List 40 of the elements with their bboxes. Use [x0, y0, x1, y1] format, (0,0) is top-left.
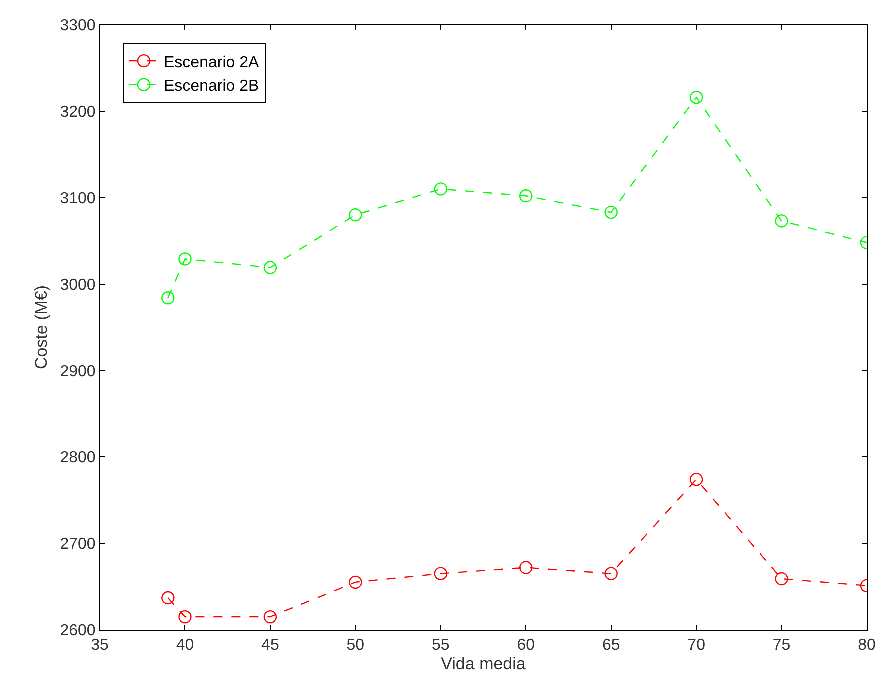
point: [178, 610, 192, 624]
x-tick-label: 50: [346, 637, 365, 654]
point: [434, 567, 448, 580]
y-tick-label: 3300: [60, 18, 96, 35]
point: [775, 214, 788, 228]
x-tick-label: 55: [432, 637, 450, 654]
x-tick-label: 45: [262, 637, 280, 654]
y-axis-title: Coste (M€): [32, 285, 51, 370]
point: [604, 567, 618, 580]
x-tick-label: 40: [176, 637, 194, 654]
point: [264, 610, 278, 624]
point: [690, 91, 704, 104]
y-tick-label: 2600: [60, 622, 96, 640]
legend-label: Escenario 2B: [164, 78, 260, 96]
y-tick-label: 3100: [60, 190, 96, 208]
y-tick-label: 2700: [60, 536, 96, 554]
point: [775, 572, 788, 586]
point: [178, 252, 192, 266]
x-tick-label: 65: [602, 637, 620, 654]
x-tick-label: 75: [772, 637, 791, 654]
point: [162, 591, 175, 605]
x-tick-label: 35: [91, 637, 109, 654]
y-tick-label: 2800: [60, 450, 96, 467]
point: [520, 190, 533, 203]
point: [162, 292, 175, 305]
point: [604, 206, 618, 220]
y-tick-label: 2900: [60, 363, 96, 380]
x-tick-label: 80: [858, 637, 876, 654]
point: [520, 561, 533, 574]
x-axis-title: Vida media: [441, 654, 526, 674]
point: [690, 473, 704, 486]
point: [264, 261, 278, 274]
point: [349, 576, 362, 590]
legend-label: Escenario 2A: [164, 54, 260, 72]
x-tick-label: 60: [517, 637, 536, 654]
point: [349, 208, 362, 222]
x-tick-label: 70: [688, 637, 706, 654]
y-tick-label: 3200: [60, 104, 96, 122]
point: [434, 182, 448, 196]
y-tick-label: 3000: [60, 276, 96, 294]
